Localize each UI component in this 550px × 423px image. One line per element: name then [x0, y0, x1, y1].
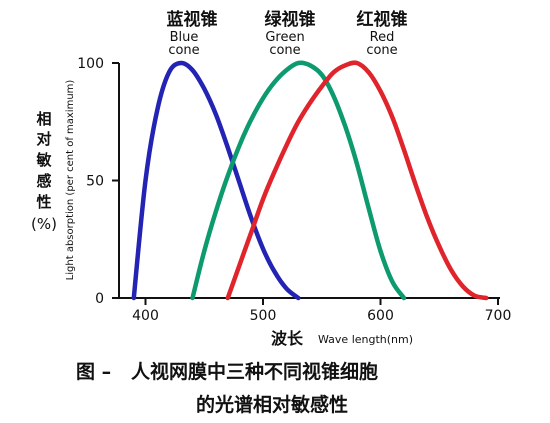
series-label-red-en-2: cone	[366, 43, 397, 58]
curves	[131, 60, 489, 301]
figure-caption-line2: 的光谱相对敏感性	[196, 393, 348, 416]
series-label-blue-cn: 蓝视锥	[167, 9, 218, 30]
y-tick-label: 50	[86, 174, 104, 190]
y-axis-title-char: 相	[36, 110, 51, 128]
y-axis-title-cn: 相 对 敏 感 性 (%)	[31, 110, 57, 233]
y-ticks: 0 50 100	[77, 56, 119, 307]
series-label-green-en-1: Green	[265, 30, 304, 45]
blue-cone-curve	[131, 60, 301, 301]
series-label-red-cn: 红视锥	[357, 9, 408, 30]
y-axis-title-char: 性	[36, 193, 51, 211]
y-axis-percent-label: (%)	[31, 215, 57, 233]
y-tick-label: 100	[77, 56, 104, 72]
green-cone-curve	[190, 60, 407, 301]
x-tick-label: 400	[132, 308, 159, 324]
x-axis-title-cn: 波长	[271, 329, 304, 348]
x-tick-label: 700	[485, 308, 512, 324]
series-label-red-en-1: Red	[370, 30, 395, 45]
series-label-green-en-2: cone	[269, 43, 300, 58]
series-label-blue-en-2: cone	[168, 43, 199, 58]
y-axis-title-char: 感	[36, 172, 51, 190]
figure-caption-line1: 图 – 人视网膜中三种不同视锥细胞	[76, 360, 378, 383]
x-ticks: 400 500 600 700	[132, 298, 511, 324]
y-axis-title-char: 敏	[35, 151, 52, 169]
x-tick-label: 600	[367, 308, 394, 324]
series-label-blue-en-1: Blue	[170, 30, 199, 45]
x-axis-title-en: Wave length(nm)	[318, 333, 413, 346]
y-axis-title-char: 对	[36, 130, 51, 148]
x-tick-label: 500	[250, 308, 277, 324]
series-labels: 蓝视锥 Blue cone 绿视锥 Green cone 红视锥 Red con…	[167, 9, 408, 58]
series-label-green-cn: 绿视锥	[265, 9, 316, 30]
y-tick-label: 0	[95, 291, 104, 307]
y-axis-title-en: Light absorption (per cent of maximum)	[65, 80, 76, 281]
red-cone-curve	[225, 60, 489, 301]
